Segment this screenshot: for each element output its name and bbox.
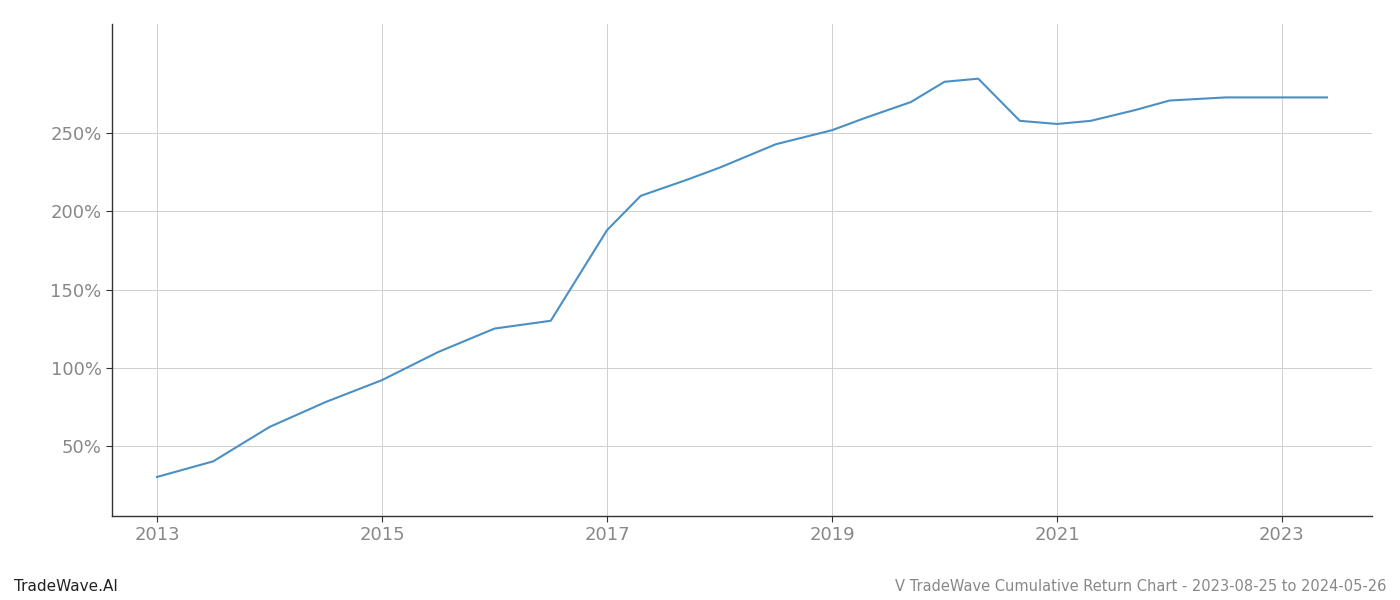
Text: V TradeWave Cumulative Return Chart - 2023-08-25 to 2024-05-26: V TradeWave Cumulative Return Chart - 20… [895, 579, 1386, 594]
Text: TradeWave.AI: TradeWave.AI [14, 579, 118, 594]
